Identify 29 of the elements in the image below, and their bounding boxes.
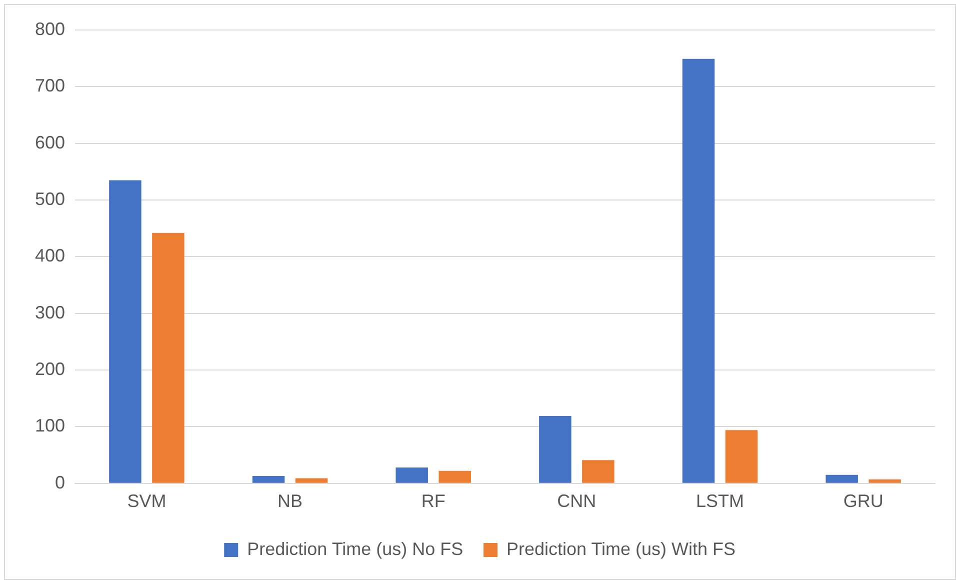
y-tick-label: 700 [34,76,66,96]
bar [725,430,758,483]
y-tick-label: 800 [34,18,66,39]
bar [396,468,428,483]
x-tick-label: LSTM [696,491,744,512]
bar [109,180,142,483]
y-tick-label: 600 [34,132,66,152]
bar [868,479,901,483]
x-tick-label: NB [278,491,303,512]
y-tick-label: 400 [34,246,66,266]
x-tick-label: RF [421,491,446,512]
bar [438,470,471,483]
x-tick-label: CNN [557,491,596,512]
bar [539,416,572,483]
bar [582,460,614,483]
bar [252,476,285,483]
y-tick-label: 200 [34,359,66,380]
bar [295,478,328,483]
bar [152,232,184,483]
legend-label: Prediction Time (us) With FS [506,538,736,559]
y-tick-label: 100 [34,416,66,436]
bar [682,58,715,483]
legend-label: Prediction Time (us) No FS [247,538,464,559]
x-tick-label: SVM [127,491,166,512]
y-tick-label: 300 [34,302,66,322]
y-tick-label: 0 [55,472,66,492]
x-tick-label: GRU [843,491,884,512]
bar [826,474,858,483]
y-tick-label: 500 [34,188,66,209]
